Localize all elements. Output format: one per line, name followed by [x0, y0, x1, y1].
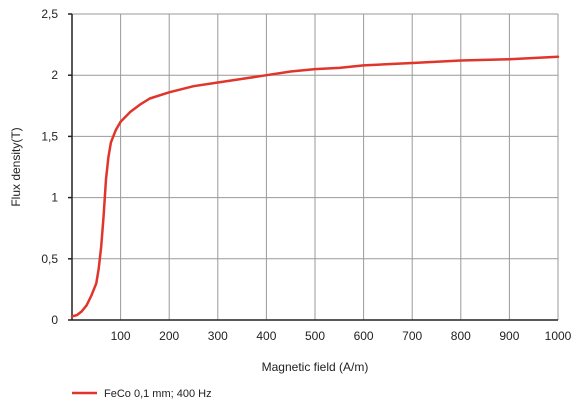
series-line	[70, 55, 560, 318]
y-axis-label: Flux density(T)	[9, 127, 23, 206]
y-tick-label: 2	[51, 68, 58, 82]
x-tick-labels: 100 200 300 400 500 600 700 800 900 1000	[111, 329, 572, 343]
x-tick-label: 500	[305, 329, 325, 343]
y-tick-label: 1,5	[41, 129, 58, 143]
y-tick-label: 0,5	[41, 252, 58, 266]
series-lines	[70, 55, 560, 318]
x-tick-label: 1000	[545, 329, 572, 343]
x-tick-label: 400	[256, 329, 276, 343]
x-tick-label: 800	[451, 329, 471, 343]
x-tick-label: 700	[402, 329, 422, 343]
y-tick-label: 0	[51, 313, 58, 327]
y-tick-labels: 0 0,5 1 1,5 2 2,5	[41, 7, 58, 327]
axes	[71, 14, 558, 321]
x-tick-label: 100	[111, 329, 131, 343]
x-tick-label: 900	[499, 329, 519, 343]
x-tick-label: 200	[159, 329, 179, 343]
legend-label: FeCo 0,1 mm; 400 Hz	[104, 388, 212, 400]
legend: FeCo 0,1 mm; 400 Hz	[72, 388, 212, 400]
y-tick-label: 1	[51, 191, 58, 205]
x-tick-label: 300	[208, 329, 228, 343]
x-axis-label: Magnetic field (A/m)	[262, 360, 369, 374]
y-tick-label: 2,5	[41, 7, 58, 21]
x-tick-label: 600	[354, 329, 374, 343]
